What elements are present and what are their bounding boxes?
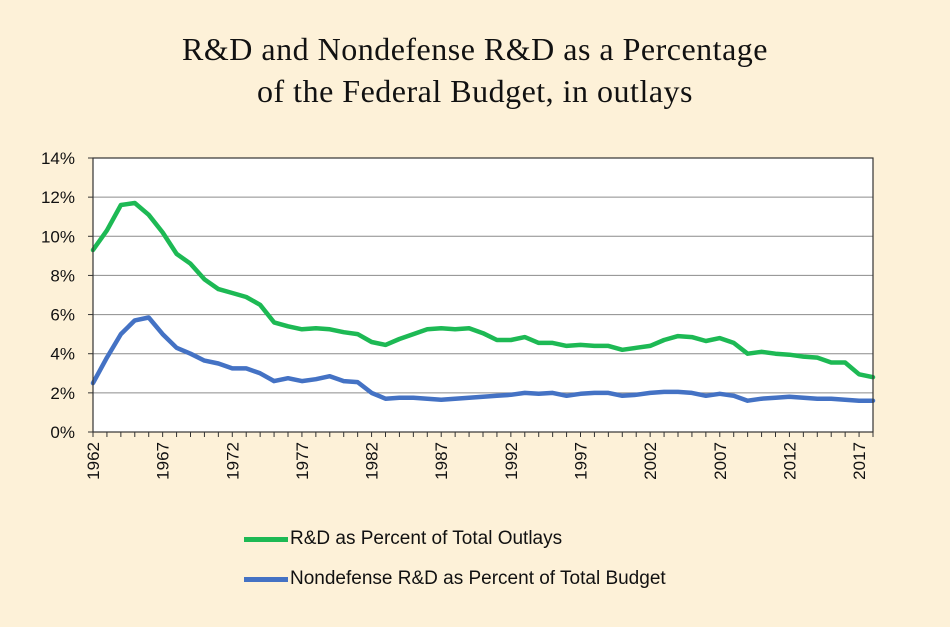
x-tick-label: 2002 <box>641 442 660 480</box>
x-tick-label: 1962 <box>84 442 103 480</box>
x-tick-label: 1987 <box>432 442 451 480</box>
x-tick-label: 2017 <box>850 442 869 480</box>
x-tick-label: 1967 <box>154 442 173 480</box>
x-tick-label: 1997 <box>572 442 591 480</box>
series-line-2 <box>90 315 876 403</box>
y-tick-label: 14% <box>41 149 75 168</box>
y-tick-label: 6% <box>50 306 75 325</box>
x-tick-label: 1977 <box>293 442 312 480</box>
legend-label: Nondefense R&D as Percent of Total Budge… <box>290 568 666 589</box>
y-tick-label: 10% <box>41 227 75 246</box>
plot-area <box>93 158 873 432</box>
x-tick-label: 1972 <box>223 442 242 480</box>
legend-label: R&D as Percent of Total Outlays <box>290 528 563 549</box>
y-tick-label: 8% <box>50 266 75 285</box>
x-tick-label: 1992 <box>502 442 521 480</box>
y-tick-label: 0% <box>50 423 75 442</box>
y-tick-label: 4% <box>50 345 75 364</box>
series-line-1 <box>90 200 876 380</box>
y-tick-label: 12% <box>41 188 75 207</box>
chart-title-line-2: of the Federal Budget, in outlays <box>257 73 693 109</box>
x-tick-label: 2012 <box>780 442 799 480</box>
plot-border <box>92 157 874 433</box>
legend-swatch <box>244 536 288 542</box>
legend-item-1: R&D as Percent of Total Outlays <box>244 528 562 550</box>
legend-item-2: Nondefense R&D as Percent of Total Budge… <box>244 568 666 590</box>
legend-swatch <box>244 576 288 582</box>
chart-title: R&D and Nondefense R&D as a Percentage o… <box>0 28 950 112</box>
y-tick-label: 2% <box>50 384 75 403</box>
x-tick-label: 2007 <box>711 442 730 480</box>
x-tick-label: 1982 <box>363 442 382 480</box>
chart-title-line-1: R&D and Nondefense R&D as a Percentage <box>182 31 768 67</box>
